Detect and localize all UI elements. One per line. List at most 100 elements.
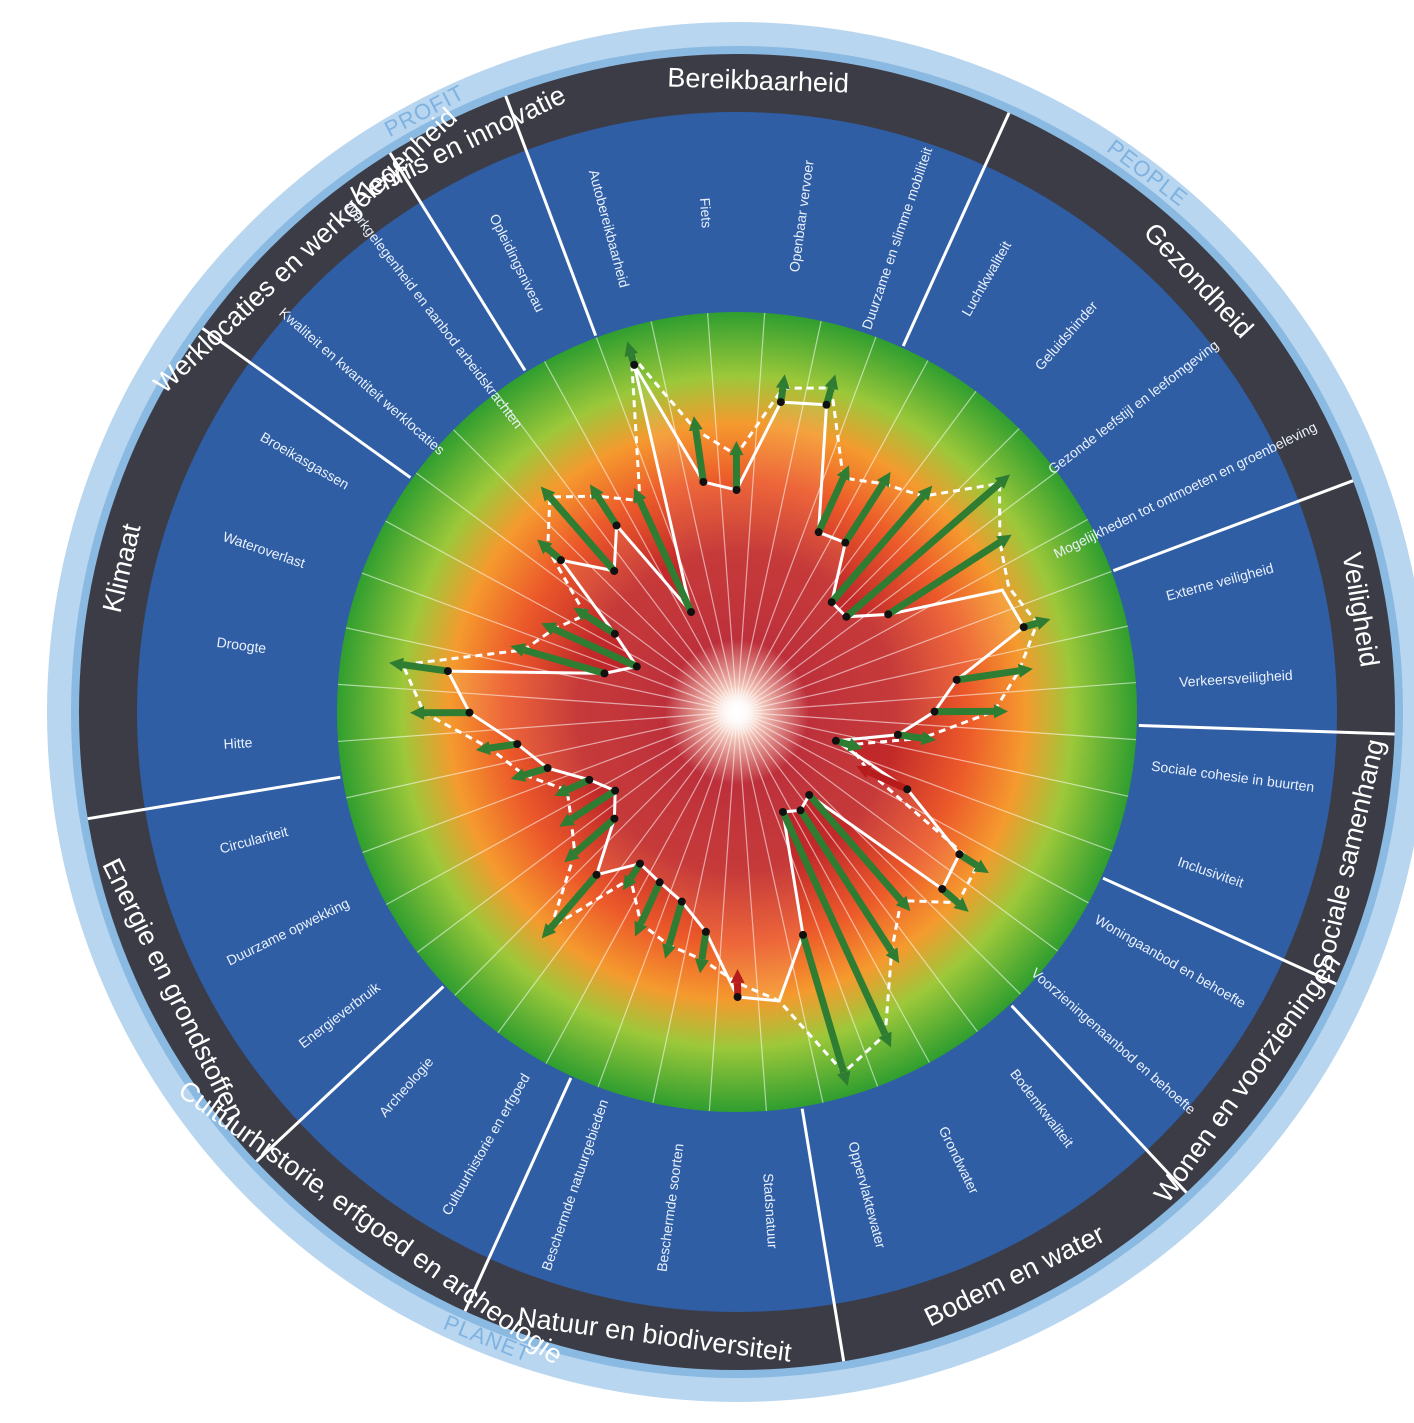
score-arrow — [938, 885, 969, 912]
score-arrow — [410, 705, 474, 720]
score-arrow — [822, 374, 839, 409]
indicator-label: Fiets — [697, 197, 715, 228]
spoke-line — [736, 625, 1128, 713]
score-arrow — [798, 930, 851, 1086]
theme-dividers — [87, 95, 1395, 1362]
theme-divider — [901, 112, 1011, 347]
theme-divider — [1102, 876, 1337, 986]
score-arrow — [778, 807, 892, 1048]
score-arrow — [573, 607, 619, 638]
score-arrow — [541, 622, 641, 671]
score-arrow — [554, 775, 594, 797]
spoke-line — [497, 711, 738, 1034]
score-arrow — [541, 870, 601, 939]
score-arrow — [831, 736, 863, 752]
theme-divider — [201, 327, 412, 479]
score-arrow — [540, 486, 619, 575]
indicator-label: Verkeersveiligheid — [1179, 667, 1293, 690]
score-arrow — [623, 859, 645, 891]
spoke-line — [736, 711, 1021, 995]
score-arrow — [1019, 616, 1051, 632]
spoke-line — [385, 520, 738, 713]
score-arrow — [856, 765, 912, 794]
score-arrow — [893, 730, 937, 746]
score-arrow — [634, 878, 664, 937]
theme-divider — [255, 985, 445, 1163]
score-arrow — [589, 484, 621, 530]
spoke-line — [736, 320, 822, 713]
theme-divider — [463, 1077, 573, 1312]
score-arrow — [842, 474, 1011, 621]
theme-divider — [800, 1108, 846, 1362]
spoke-line — [736, 711, 1129, 797]
score-arrow — [930, 704, 1008, 719]
spoke-line — [708, 711, 738, 1112]
spoke-line — [597, 711, 738, 1088]
score-arrow — [564, 814, 619, 863]
spoke-line — [595, 337, 738, 713]
score-arrow — [537, 539, 565, 565]
score-arrow — [730, 968, 745, 1001]
spoke-line — [736, 471, 1058, 713]
score-arrow — [827, 485, 933, 607]
spoke-line — [361, 572, 738, 713]
score-arrow — [388, 657, 452, 676]
score-arrow — [884, 534, 1012, 619]
spoke-line — [544, 361, 738, 713]
spoke-line — [736, 570, 1112, 713]
spoke-line — [736, 711, 978, 1033]
score-arrow — [729, 441, 744, 495]
score-arrow — [475, 740, 522, 756]
spoke-line — [736, 711, 824, 1103]
score-arrow — [510, 764, 552, 782]
theme-divider — [87, 775, 341, 821]
spoke-line — [416, 711, 738, 953]
spoke-line — [736, 519, 1088, 713]
spoke-line — [736, 711, 768, 1111]
spoke-line — [346, 711, 738, 799]
score-arrow — [775, 374, 790, 407]
spoke-line — [454, 711, 738, 996]
spoke-line — [736, 711, 879, 1087]
spoke-line — [706, 313, 738, 713]
spoke-line — [652, 711, 738, 1104]
spoke-line — [338, 711, 738, 743]
theme-divider — [504, 95, 598, 337]
indicator-label: Hitte — [223, 734, 253, 752]
score-arrow — [662, 897, 686, 959]
score-arrow — [955, 850, 989, 874]
spoke-line — [736, 711, 1059, 952]
spoke-line — [496, 391, 738, 713]
spoke-line — [736, 336, 877, 713]
indicator-label: Droogte — [216, 634, 268, 656]
score-arrow — [559, 786, 620, 827]
spoke-line — [545, 711, 738, 1064]
spoke-line — [650, 321, 738, 713]
spoke-line — [736, 428, 1020, 713]
spoke-line — [736, 390, 977, 713]
spoke-line — [453, 429, 738, 713]
theme-divider — [1138, 723, 1395, 736]
score-arrow — [805, 790, 911, 912]
spoke-line — [736, 711, 1137, 741]
score-arrow — [695, 927, 710, 974]
indicator-spokes — [337, 312, 1137, 1112]
score-change-arrows — [388, 341, 1051, 1086]
score-arrow — [841, 471, 891, 547]
spoke-line — [736, 711, 1089, 904]
spoke-line — [736, 711, 930, 1063]
score-arrow — [633, 488, 696, 617]
spoke-line — [736, 711, 1113, 852]
spoke-line — [415, 472, 738, 713]
spoke-line — [345, 627, 738, 713]
score-arrow — [814, 465, 850, 537]
spoke-line — [736, 312, 766, 713]
center-glow — [711, 686, 763, 738]
theme-divider — [388, 152, 527, 372]
score-arrow — [688, 416, 708, 486]
spoke-line — [337, 683, 738, 713]
indicator-label: Stadsnatuur — [760, 1173, 781, 1250]
score-arrow — [952, 663, 1033, 684]
score-arrow — [624, 341, 639, 369]
